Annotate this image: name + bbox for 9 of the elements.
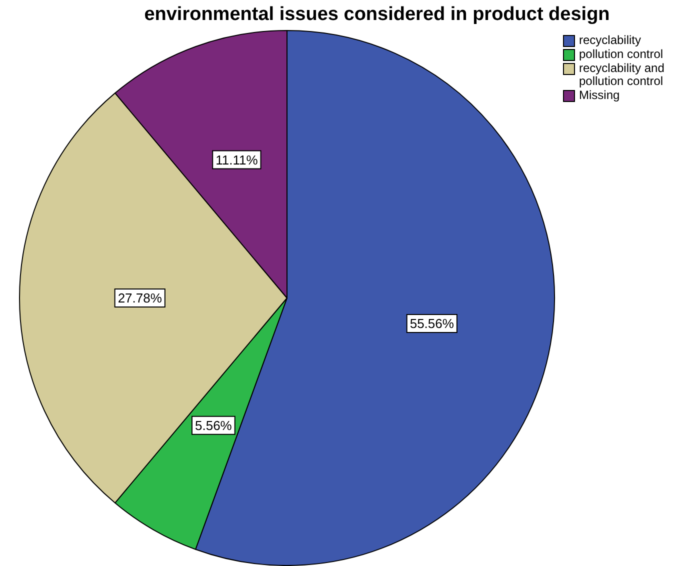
legend-label: recyclability [579, 33, 642, 47]
data-label: 27.78% [118, 290, 162, 306]
legend-label: recyclability and pollution control [579, 61, 666, 88]
data-label: 11.11% [216, 152, 258, 168]
legend-label: pollution control [579, 47, 664, 61]
chart-title: environmental issues considered in product design [143, 4, 611, 26]
data-label: 55.56% [410, 316, 454, 332]
data-label: 5.56% [194, 418, 232, 433]
legend-label: Missing [579, 88, 620, 102]
